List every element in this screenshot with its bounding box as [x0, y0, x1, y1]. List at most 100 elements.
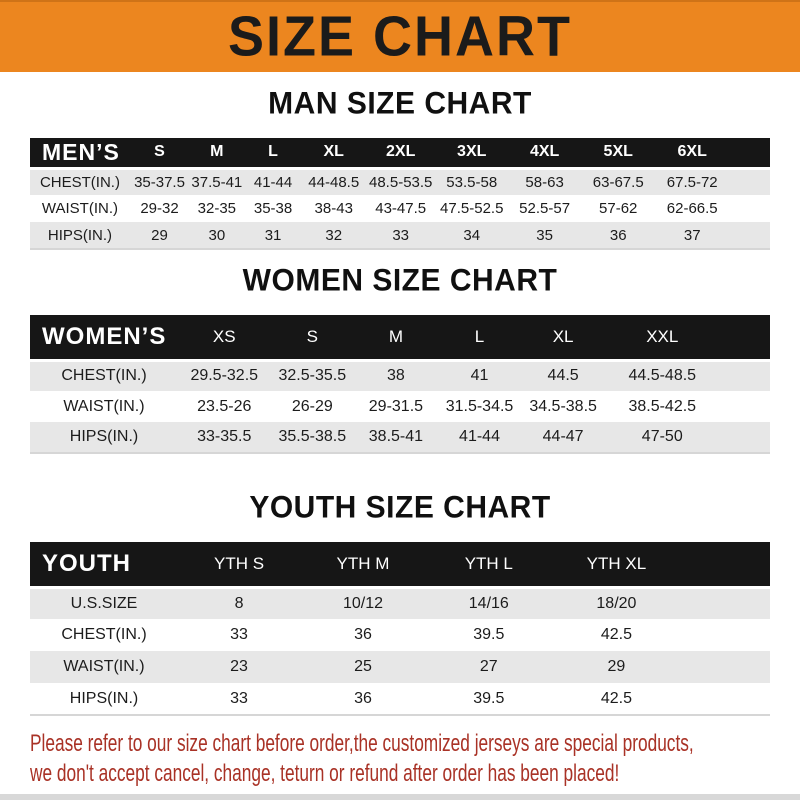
value-cell: 53.5-58 [446, 173, 498, 191]
size-column-header: 4XL [507, 138, 582, 170]
value-cell: 18/20 [596, 594, 637, 612]
banner-title: SIZE CHART [228, 5, 572, 69]
size-column-header: YTH XL [551, 542, 682, 589]
size-column-header: XS [178, 315, 271, 362]
filler-cell [681, 587, 770, 619]
value-cell: 42.5 [600, 626, 632, 643]
youth-section-heading: YOUTH SIZE CHART [249, 490, 551, 525]
row-label-cell: CHEST(IN.) [39, 173, 120, 191]
filler-cell [720, 422, 770, 453]
value-cell: 27 [479, 658, 498, 675]
size-column-header: 3XL [435, 138, 508, 170]
value-cell: 38 [387, 367, 405, 385]
footer-note-line2: we don't accept cancel, change, teturn o… [30, 760, 620, 787]
section-men: MAN SIZE CHART MEN’S S M L XL 2XL 3XL 4XL 5XL 6XL… [0, 86, 800, 250]
value-cell: 41-44 [459, 428, 500, 445]
value-cell: 43-47.5 [375, 200, 427, 217]
row-label-cell: U.S.SIZE [70, 594, 138, 612]
value-cell: 35.5-38.5 [278, 428, 347, 445]
measurement-row: U.S.SIZE 8 10/12 14/16 18/20 [30, 587, 770, 619]
value-cell: 29 [607, 658, 626, 675]
value-cell: 36 [354, 689, 372, 707]
filler-cell [729, 138, 770, 170]
filler-cell [681, 683, 770, 715]
size-column-header: M [189, 138, 245, 170]
value-cell: 48.5-53.5 [369, 173, 433, 191]
value-cell: 25 [354, 658, 372, 675]
filler-cell [720, 360, 770, 391]
value-cell: 36 [609, 226, 627, 244]
value-cell: 39.5 [473, 689, 505, 707]
value-cell: 23 [230, 658, 248, 675]
value-cell: 32-35 [197, 200, 237, 217]
table-title-cell: YOUTH [30, 542, 178, 589]
value-cell: 23.5-26 [197, 397, 252, 415]
value-cell: 44-48.5 [308, 173, 360, 191]
value-cell: 33 [230, 626, 248, 643]
size-column-header: 2XL [365, 138, 436, 170]
section-women: WOMEN SIZE CHART WOMEN’S XS S M L XL XXL CHEST(… [0, 263, 800, 454]
value-cell: 42.5 [600, 689, 632, 707]
measurement-row: CHEST(IN.) 33 36 39.5 42.5 [30, 619, 770, 651]
size-column-header: YTH M [300, 542, 426, 589]
size-column-header: S [270, 315, 355, 362]
measurement-row: CHEST(IN.) 35-37.5 37.5-41 41-44 44-48.5 48.5… [30, 168, 770, 195]
banner: SIZE CHART [0, 0, 800, 72]
row-label-cell: WAIST(IN.) [63, 397, 145, 415]
value-cell: 62-66.5 [666, 200, 718, 217]
measurement-row: HIPS(IN.) 33-35.5 35.5-38.5 38.5-41 41-44 44-… [30, 422, 770, 453]
size-column-header: L [244, 138, 302, 170]
table-title-cell: MEN’S [30, 138, 130, 170]
value-cell: 38-43 [314, 200, 353, 217]
value-cell: 33 [392, 226, 410, 244]
size-column-header: 6XL [655, 138, 730, 170]
value-cell: 52.5-57 [519, 200, 571, 217]
value-cell: 38.5-41 [368, 428, 424, 445]
value-cell: 58-63 [525, 173, 564, 191]
measurement-row: WAIST(IN.) 23 25 27 29 [30, 651, 770, 683]
value-cell: 39.5 [473, 626, 505, 643]
size-column-header: XL [521, 315, 605, 362]
value-cell: 33-35.5 [197, 428, 252, 445]
value-cell: 67.5-72 [666, 173, 718, 191]
bottom-strip [0, 794, 800, 800]
men-size-table: MEN’S S M L XL 2XL 3XL 4XL 5XL 6XL CHEST(IN.) 35-37… [30, 138, 770, 250]
value-cell: 32 [325, 226, 343, 244]
measurement-row: HIPS(IN.) 33 36 39.5 42.5 [30, 683, 770, 715]
size-column-header: XXL [604, 315, 720, 362]
value-cell: 35 [536, 226, 553, 244]
value-cell: 35-38 [253, 200, 293, 217]
size-column-header: 5XL [581, 138, 656, 170]
filler-cell [720, 391, 770, 422]
table-header-row: YOUTH YTH S YTH M YTH L YTH XL [30, 542, 770, 589]
women-size-table: WOMEN’S XS S M L XL XXL CHEST(IN.) 29.5-32.5 32.5… [30, 315, 770, 454]
measurement-row: CHEST(IN.) 29.5-32.5 32.5-35.5 38 41 44.5 44.5… [30, 360, 770, 391]
value-cell: 30 [208, 226, 226, 244]
value-cell: 34.5-38.5 [529, 397, 597, 415]
value-cell: 33 [230, 689, 248, 707]
footer-note: Please refer to our size chart before or… [30, 729, 694, 789]
value-cell: 32.5-35.5 [278, 367, 347, 385]
value-cell: 10/12 [342, 594, 384, 612]
value-cell: 47.5-52.5 [440, 200, 504, 217]
value-cell: 38.5-42.5 [628, 397, 697, 415]
size-column-header: YTH S [178, 542, 301, 589]
row-label-cell: HIPS(IN.) [47, 226, 113, 244]
value-cell: 8 [234, 594, 244, 612]
section-youth: YOUTH SIZE CHART YOUTH YTH S YTH M YTH L YTH… [0, 490, 800, 716]
table-header-row: MEN’S S M L XL 2XL 3XL 4XL 5XL 6XL [30, 138, 770, 170]
value-cell: 41 [470, 367, 489, 385]
men-section-heading: MAN SIZE CHART [268, 86, 532, 121]
value-cell: 35-37.5 [134, 173, 185, 191]
measurement-row: WAIST(IN.) 29-32 32-35 35-38 38-43 43-47.5 47.… [30, 195, 770, 222]
filler-cell [729, 222, 770, 249]
measurement-row: HIPS(IN.) 29 30 31 32 33 34 35 36 37 [30, 222, 770, 249]
row-label-cell: CHEST(IN.) [61, 367, 147, 385]
value-cell: 34 [463, 226, 481, 244]
value-cell: 37 [683, 226, 701, 244]
value-cell: 57-62 [599, 200, 638, 217]
value-cell: 37.5-41 [191, 173, 243, 191]
filler-cell [729, 195, 770, 222]
measurement-row: WAIST(IN.) 23.5-26 26-29 29-31.5 31.5-34.5 34… [30, 391, 770, 422]
